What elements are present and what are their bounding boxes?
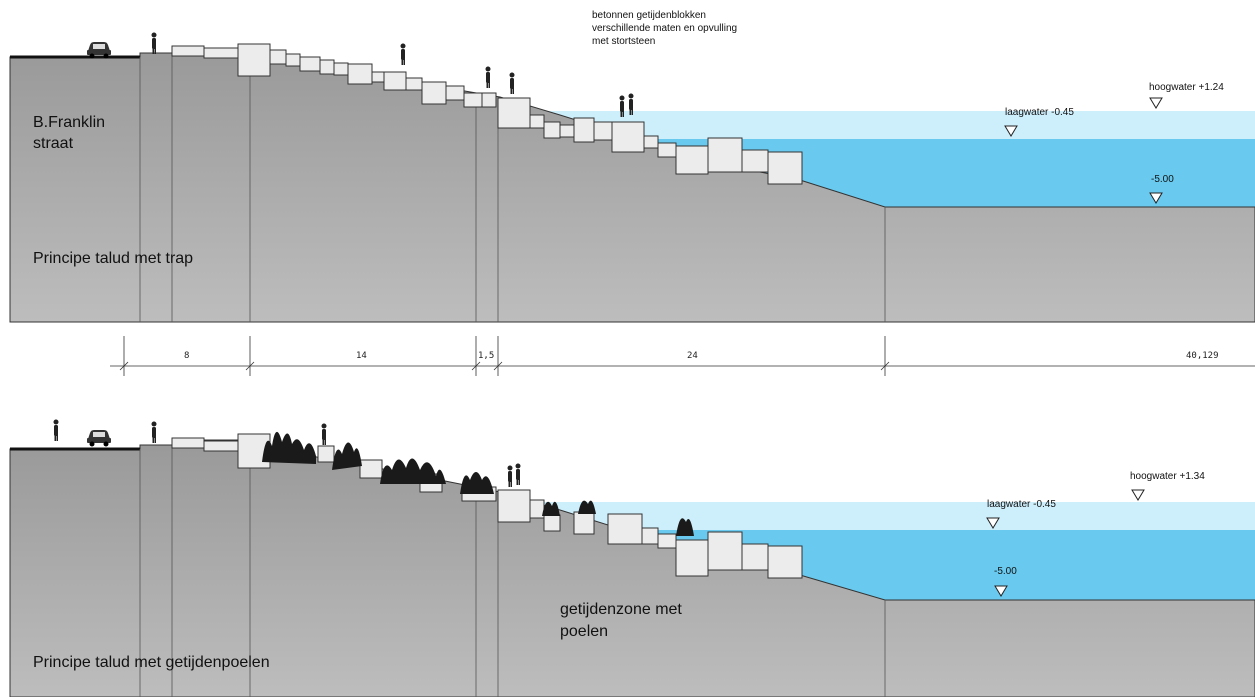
dim-segment-total: 40,129	[1186, 351, 1219, 361]
top-car-icon	[87, 42, 111, 59]
bottom-bottom-level-label: -5.00	[994, 566, 1017, 577]
dim-segment-8: 8	[184, 351, 189, 361]
top-low-water-label: laagwater -0.45	[1005, 107, 1074, 118]
top-section-lines	[139, 53, 886, 322]
bottom-water-tidal-zone	[540, 502, 1255, 530]
bottom-low-water-marker	[986, 517, 1000, 529]
top-tidal-blocks	[171, 43, 803, 185]
bottom-section-title: Principe talud met getijdenpoelen	[33, 654, 270, 671]
top-street-label-line2: straat	[33, 135, 74, 152]
top-high-water-label: hoogwater +1.24	[1149, 82, 1224, 93]
bottom-zone-label-line1: getijdenzone met	[560, 601, 682, 618]
bottom-high-water-label: hoogwater +1.34	[1130, 471, 1205, 482]
top-section: B.Franklin straat Principe talud met tra…	[9, 10, 1255, 323]
bottom-bottom-level-marker	[994, 585, 1008, 597]
bottom-high-water-marker	[1131, 489, 1145, 501]
bottom-low-water-label: laagwater -0.45	[987, 499, 1056, 510]
bottom-level-markers	[986, 489, 1145, 597]
bottom-pedestrian-icons	[53, 419, 521, 487]
dim-segment-14: 14	[356, 351, 367, 361]
bottom-section: Principe talud met getijdenpoelen getijd…	[9, 419, 1255, 697]
dim-segment-24: 24	[687, 351, 698, 361]
top-bottom-level-label: -5.00	[1151, 174, 1174, 185]
bottom-zone-label-line2: poelen	[560, 623, 608, 640]
top-bottom-level-marker	[1149, 192, 1163, 204]
top-pedestrian-icons	[151, 32, 634, 117]
bottom-car-icon	[87, 430, 111, 447]
top-note-line1: betonnen getijdenblokken	[592, 10, 706, 21]
top-high-water-marker	[1149, 97, 1163, 109]
top-low-water-marker	[1004, 125, 1018, 137]
dimension-line	[110, 336, 1255, 376]
dim-segment-1-5: 1,5	[478, 351, 494, 361]
bottom-section-lines	[139, 445, 886, 697]
top-level-markers	[1004, 97, 1163, 204]
top-section-title: Principe talud met trap	[33, 250, 193, 267]
top-note-line2: verschillende maten en opvulling	[592, 23, 737, 34]
top-water-tidal-zone	[540, 111, 1255, 139]
top-street-label-line1: B.Franklin	[33, 114, 105, 131]
top-note-line3: met stortsteen	[592, 36, 655, 47]
bottom-vegetation	[262, 431, 694, 536]
